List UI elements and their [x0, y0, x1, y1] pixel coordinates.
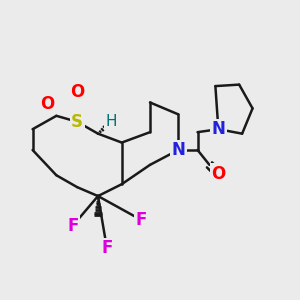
Text: H: H: [106, 114, 117, 129]
Text: O: O: [211, 165, 226, 183]
Text: O: O: [70, 83, 84, 101]
Text: N: N: [212, 120, 225, 138]
Text: F: F: [101, 239, 112, 257]
Text: S: S: [71, 113, 83, 131]
Text: F: F: [135, 211, 147, 229]
Text: O: O: [40, 95, 55, 113]
Text: F: F: [67, 217, 78, 235]
Text: N: N: [171, 141, 185, 159]
